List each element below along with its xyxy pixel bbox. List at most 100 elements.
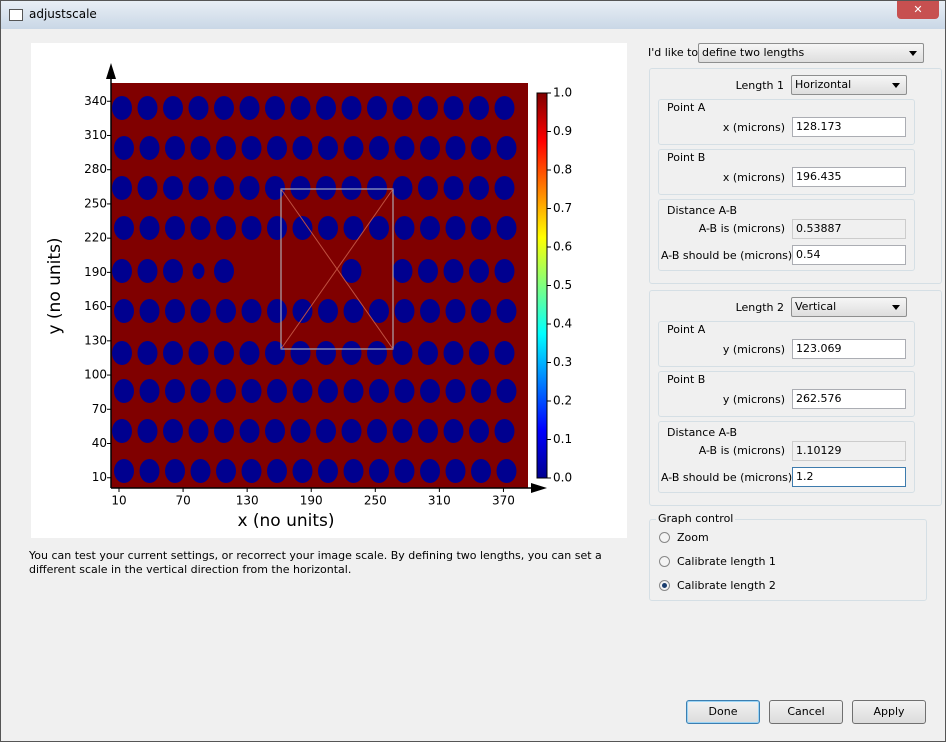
dot bbox=[494, 96, 515, 120]
dot bbox=[392, 176, 413, 200]
dot bbox=[188, 96, 209, 120]
dot bbox=[494, 259, 515, 283]
dot bbox=[316, 96, 336, 120]
dot bbox=[469, 96, 489, 120]
point-label: x (microns) bbox=[722, 121, 785, 134]
distance-is-value: 1.10129 bbox=[792, 441, 906, 461]
dot bbox=[496, 379, 517, 403]
dot bbox=[471, 379, 491, 403]
dot bbox=[112, 419, 132, 443]
dot bbox=[114, 379, 134, 403]
x-tick-label: 370 bbox=[492, 494, 515, 508]
point-label: y (microns) bbox=[722, 343, 785, 356]
dot bbox=[367, 96, 387, 120]
radio-button[interactable] bbox=[659, 532, 670, 543]
dot bbox=[418, 341, 438, 365]
close-button[interactable]: ✕ bbox=[897, 1, 939, 19]
point-input[interactable]: 196.435 bbox=[792, 167, 906, 187]
dot bbox=[469, 341, 489, 365]
dot bbox=[214, 96, 234, 120]
dot bbox=[190, 379, 211, 403]
point-title: Point A bbox=[667, 101, 706, 114]
dot bbox=[241, 459, 262, 483]
colorbar bbox=[536, 92, 548, 479]
colorbar-tick-label: 0.6 bbox=[553, 240, 572, 254]
dot bbox=[165, 299, 185, 323]
y-tick-label: 190 bbox=[84, 265, 107, 279]
point-input[interactable]: 123.069 bbox=[792, 339, 906, 359]
dot bbox=[267, 379, 287, 403]
mode-label: I'd like to bbox=[648, 46, 699, 59]
dot bbox=[139, 136, 160, 160]
dot bbox=[471, 136, 491, 160]
point-input[interactable]: 128.173 bbox=[792, 117, 906, 137]
dot bbox=[188, 176, 209, 200]
dot bbox=[469, 176, 489, 200]
dot bbox=[471, 459, 491, 483]
point-group bbox=[658, 149, 915, 195]
button[interactable]: Done bbox=[686, 700, 760, 724]
dot bbox=[471, 216, 491, 240]
direction-select[interactable]: Horizontal bbox=[791, 75, 907, 95]
dot bbox=[469, 419, 489, 443]
graph-control-group bbox=[649, 519, 927, 601]
dot bbox=[163, 176, 183, 200]
button[interactable]: Apply bbox=[852, 700, 926, 724]
dot bbox=[418, 176, 438, 200]
title-bar: adjustscale ✕ bbox=[1, 1, 945, 29]
selection-box bbox=[280, 188, 394, 350]
dot bbox=[137, 96, 158, 120]
colorbar-tick-label: 0.5 bbox=[553, 278, 572, 292]
dot bbox=[216, 136, 236, 160]
x-axis-label: x (no units) bbox=[237, 511, 334, 531]
dot bbox=[139, 299, 160, 323]
radio-label[interactable]: Calibrate length 1 bbox=[677, 555, 776, 568]
dot bbox=[290, 341, 311, 365]
radio-button[interactable] bbox=[659, 556, 670, 567]
dot bbox=[214, 341, 234, 365]
distance-should-input[interactable]: 1.2 bbox=[792, 467, 906, 487]
dot bbox=[292, 136, 313, 160]
dot bbox=[267, 459, 287, 483]
colorbar-tick-label: 0.1 bbox=[553, 432, 572, 446]
dot bbox=[165, 136, 185, 160]
dot bbox=[216, 379, 236, 403]
dot bbox=[216, 216, 236, 240]
dot bbox=[137, 341, 158, 365]
dot bbox=[290, 176, 311, 200]
dot bbox=[343, 216, 364, 240]
dot bbox=[292, 299, 313, 323]
colorbar-tick-label: 0.9 bbox=[553, 124, 572, 138]
point-input[interactable]: 262.576 bbox=[792, 389, 906, 409]
distance-should-label: A-B should be (microns) bbox=[661, 471, 793, 484]
radio-label[interactable]: Zoom bbox=[677, 531, 709, 544]
distance-should-input[interactable]: 0.54 bbox=[792, 245, 906, 265]
dot bbox=[496, 216, 517, 240]
x-tick-label: 70 bbox=[175, 494, 190, 508]
dot bbox=[114, 216, 134, 240]
dot bbox=[471, 299, 491, 323]
dot bbox=[318, 216, 338, 240]
dot bbox=[341, 176, 362, 200]
radio-label[interactable]: Calibrate length 2 bbox=[677, 579, 776, 592]
dot bbox=[318, 136, 338, 160]
dot bbox=[367, 176, 387, 200]
dot bbox=[241, 216, 262, 240]
dot bbox=[139, 459, 160, 483]
dot bbox=[292, 216, 313, 240]
direction-select[interactable]: Vertical bbox=[791, 297, 907, 317]
y-tick-label: 280 bbox=[84, 162, 107, 176]
colorbar-tick-label: 1.0 bbox=[553, 86, 572, 100]
radio-button[interactable] bbox=[659, 580, 670, 591]
mode-select[interactable]: define two lengths bbox=[698, 43, 924, 63]
dot bbox=[418, 96, 438, 120]
dot bbox=[114, 299, 134, 323]
dot bbox=[369, 136, 389, 160]
y-tick-label: 220 bbox=[84, 231, 107, 245]
y-tick-label: 130 bbox=[84, 333, 107, 347]
button[interactable]: Cancel bbox=[769, 700, 843, 724]
y-tick-label: 160 bbox=[84, 299, 107, 313]
dot bbox=[139, 216, 160, 240]
dot bbox=[469, 259, 489, 283]
